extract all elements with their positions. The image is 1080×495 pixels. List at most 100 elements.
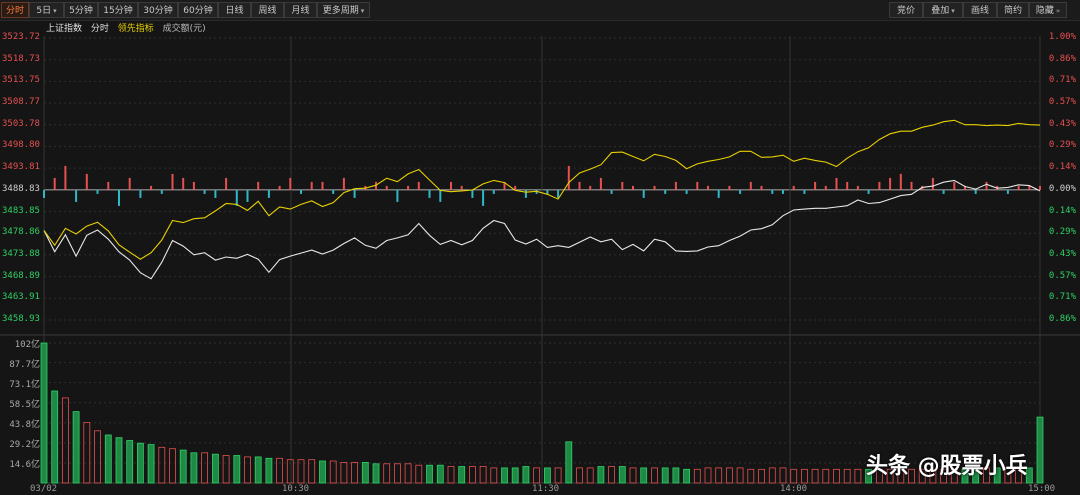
lead-indicator-line: [43, 119, 1041, 260]
volume-bar: [629, 467, 637, 484]
flow-bar: [771, 189, 774, 194]
price_axis-left-label: 3478.86: [2, 227, 40, 238]
volume-bar: [683, 468, 690, 484]
flow-bar: [407, 185, 410, 190]
flow-bar: [53, 177, 56, 190]
legend-index-name: 上证指数: [46, 24, 83, 34]
flow-bar: [43, 189, 45, 198]
volume-bar: [83, 422, 91, 484]
period-button-3[interactable]: 15分钟: [98, 2, 138, 18]
flow-bar: [749, 181, 752, 190]
legend-volume-label: 成交额(元): [162, 24, 206, 34]
volume-bar: [768, 467, 776, 484]
flow-bar: [64, 165, 67, 190]
volume-bar: [554, 467, 562, 484]
volume-bar: [222, 455, 230, 484]
flow-bar: [739, 189, 742, 194]
price_axis-left-label: 3503.78: [2, 118, 40, 129]
period-button-6[interactable]: 日线: [218, 2, 251, 18]
volume_axis-label: 43.8亿: [9, 419, 40, 430]
price_axis-right-label: 0.14%: [1048, 205, 1076, 216]
price_axis-right-label: 0.14%: [1048, 162, 1076, 173]
price_axis-left-label: 3488.83: [2, 183, 40, 194]
period-button-4[interactable]: 30分钟: [138, 2, 178, 18]
period-button-1[interactable]: 5日 ▾: [29, 2, 64, 18]
period-button-8[interactable]: 月线: [284, 2, 317, 18]
tool-button-0[interactable]: 竞价: [889, 2, 923, 18]
volume-bar: [254, 456, 262, 484]
flow-bar: [621, 181, 624, 190]
flow-bar: [257, 181, 260, 190]
period-button-9[interactable]: 更多周期 ▾: [317, 2, 370, 18]
volume-bar: [51, 390, 59, 484]
flow-bar: [332, 189, 335, 194]
volume-bar: [950, 468, 958, 484]
volume-bar: [693, 468, 701, 484]
period-button-label: 周线: [258, 6, 277, 16]
time-tick-label: 11:30: [532, 484, 560, 494]
volume-bar: [490, 467, 498, 484]
tool-button-label: 竞价: [896, 6, 915, 16]
flow-bar: [246, 189, 249, 202]
time-tick-label: 15:00: [1028, 484, 1056, 494]
tool-button-1[interactable]: 叠加 ▾: [923, 2, 963, 18]
period-button-7[interactable]: 周线: [251, 2, 284, 18]
flow-bar: [846, 181, 849, 190]
tool-button-4[interactable]: 隐藏»: [1029, 2, 1067, 18]
tool-button-2[interactable]: 画线: [963, 2, 997, 18]
volume-bar: [372, 463, 380, 484]
volume-bar: [993, 467, 1001, 484]
volume_axis-label: 14.6亿: [9, 459, 40, 470]
flow-bar: [396, 189, 399, 202]
flow-bar: [953, 181, 956, 190]
volume-bar: [351, 461, 359, 484]
flow-bar: [450, 181, 452, 190]
flow-bars: [43, 165, 1041, 206]
volume-bar: [179, 449, 187, 484]
price_axis-right-label: 0.57%: [1048, 270, 1076, 281]
volume-bar: [597, 466, 605, 484]
volume-bar: [62, 397, 69, 484]
flow-bar: [514, 185, 517, 190]
flow-bar: [782, 189, 784, 194]
price-lines: [43, 119, 1041, 280]
period-button-0[interactable]: 分时: [1, 2, 29, 18]
tool-button-3[interactable]: 简约: [997, 2, 1029, 18]
volume-bar: [286, 459, 294, 484]
flow-bar: [1006, 189, 1009, 194]
period-button-5[interactable]: 60分钟: [178, 2, 218, 18]
flow-bar: [96, 189, 99, 194]
chart-legend: 上证指数 分时 领先指标 成交额(元): [46, 21, 212, 35]
flow-bar: [417, 181, 420, 190]
flow-bar: [75, 189, 78, 202]
flow-bar: [653, 185, 656, 190]
volume-bar: [436, 464, 444, 484]
volume-bar: [72, 411, 80, 484]
flow-bar: [974, 189, 977, 194]
volume-bar: [565, 441, 573, 484]
volume-bar: [233, 455, 241, 484]
volume_axis-label: 87.7亿: [9, 359, 40, 370]
volume-bar: [1025, 467, 1033, 484]
volume-bar: [833, 468, 840, 484]
chevron-down-icon: ▾: [360, 7, 365, 15]
flow-bar: [214, 189, 217, 198]
flow-bar: [599, 177, 602, 190]
volume-bar: [544, 467, 551, 484]
volume-bar: [458, 466, 466, 484]
volume-bar: [651, 467, 658, 484]
flow-bar: [471, 189, 474, 198]
volume-bar: [522, 466, 530, 484]
flow-bar: [557, 189, 560, 198]
volume-bar: [447, 466, 455, 484]
flow-bar: [803, 189, 806, 194]
volume-bar: [983, 467, 990, 484]
volume-bar: [747, 468, 755, 484]
volume-bar: [297, 459, 305, 484]
price_axis-left-label: 3473.88: [2, 248, 40, 259]
period-button-2[interactable]: 5分钟: [64, 2, 98, 18]
flow-bar: [899, 173, 902, 190]
volume-bar: [972, 467, 980, 484]
volume-bar: [715, 467, 723, 484]
